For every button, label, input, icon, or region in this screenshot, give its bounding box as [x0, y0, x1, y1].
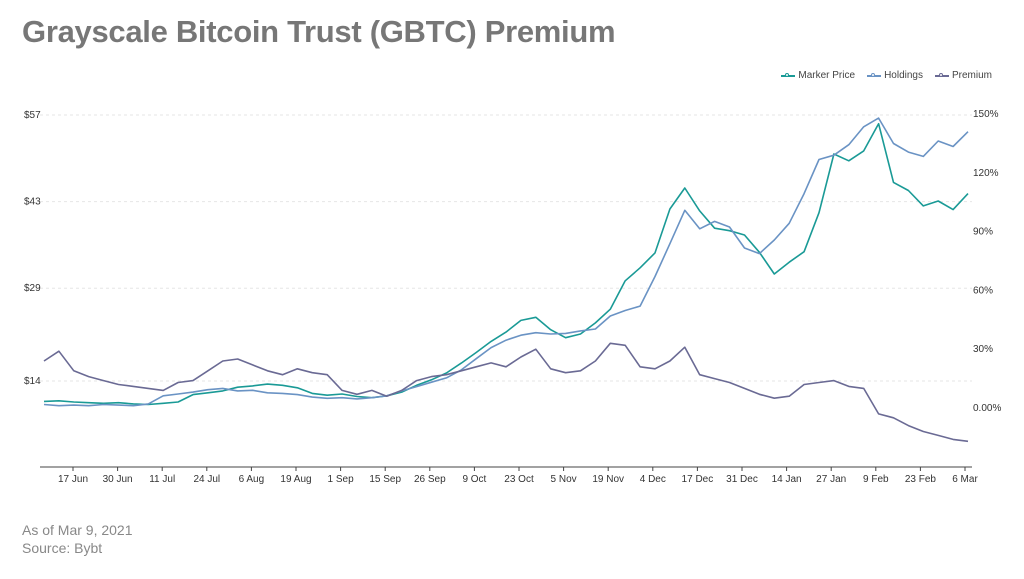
footer: As of Mar 9, 2021 Source: Bybt: [22, 521, 133, 557]
x-tick-label: 17 Jun: [58, 474, 88, 485]
source-note: Source: Bybt: [22, 540, 103, 556]
y-right-tick-label: 30%: [973, 344, 993, 355]
x-tick-label: 5 Nov: [551, 474, 577, 485]
legend-swatch-premium: [934, 72, 949, 77]
axis-layer: [40, 466, 972, 471]
label-layer: $14 $29 $43 $57 0.00% 30% 60% 90% 120% 150% 17 Jun…: [24, 109, 1001, 485]
x-tick-label: 6 Mar: [952, 474, 978, 485]
x-tick-label: 27 Jan: [816, 474, 846, 485]
y-right-tick-label: 60%: [973, 285, 993, 296]
legend-label-premium: Premium: [951, 70, 992, 81]
y-right-tick-label: 120%: [973, 168, 999, 179]
holdings-line: [43, 117, 969, 407]
legend-label-holdings: Holdings: [884, 70, 923, 81]
premium-line: [43, 342, 969, 443]
legend-label-market: Marker Price: [798, 70, 856, 81]
x-tick-label: 9 Oct: [462, 474, 486, 485]
x-tick-label: 30 Jun: [103, 474, 133, 485]
x-tick-label: 14 Jan: [772, 474, 802, 485]
y-left-tick-label: $43: [24, 197, 41, 208]
x-tick-label: 6 Aug: [239, 474, 265, 485]
y-right-tick-label: 90%: [973, 227, 993, 238]
legend-swatch-market: [781, 72, 796, 77]
x-tick-label: 4 Dec: [640, 474, 666, 485]
x-tick-label: 19 Aug: [280, 474, 311, 485]
y-left-tick-label: $29: [24, 283, 41, 294]
chart-title: Grayscale Bitcoin Trust (GBTC) Premium: [22, 14, 616, 49]
x-tick-label: 24 Jul: [193, 474, 220, 485]
x-tick-label: 11 Jul: [149, 474, 175, 485]
x-tick-label: 1 Sep: [328, 474, 355, 485]
x-tick-label: 9 Feb: [863, 474, 889, 485]
x-tick-label: 26 Sep: [414, 474, 446, 485]
y-right-tick-label: 150%: [973, 109, 999, 120]
x-tick-label: 23 Oct: [504, 474, 534, 485]
x-tick-label: 19 Nov: [592, 474, 624, 485]
legend: Marker Price Holdings Premium: [781, 70, 992, 81]
x-tick-label: 23 Feb: [905, 474, 937, 485]
grid-layer: [40, 114, 972, 382]
y-left-tick-label: $57: [24, 110, 41, 121]
x-tick-label: 15 Sep: [369, 474, 401, 485]
as-of-date: As of Mar 9, 2021: [22, 522, 133, 538]
x-tick-label: 17 Dec: [682, 474, 714, 485]
legend-item-market[interactable]: Marker Price: [781, 70, 855, 81]
market-price-line: [43, 122, 969, 406]
x-tick-label: 31 Dec: [726, 474, 758, 485]
series-layer: [43, 117, 969, 443]
legend-swatch-holdings: [867, 72, 882, 77]
legend-item-premium[interactable]: Premium: [934, 70, 992, 81]
y-right-tick-label: 0.00%: [973, 403, 1001, 414]
legend-item-holdings[interactable]: Holdings: [867, 70, 923, 81]
y-left-tick-label: $14: [24, 376, 41, 387]
